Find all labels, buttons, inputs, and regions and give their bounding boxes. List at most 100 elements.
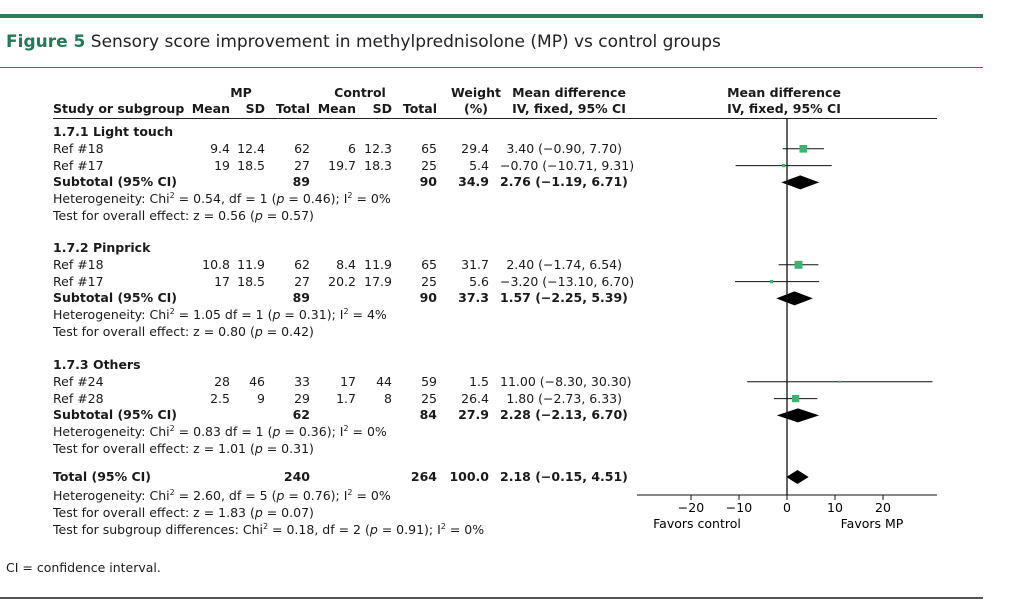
study-row-2-1-weight: 26.4 — [461, 390, 489, 406]
figure-title: Figure 5 Sensory score improvement in me… — [6, 32, 721, 52]
overall-effect-0-end: = 0.57) — [262, 208, 314, 223]
tick-label-0: −20 — [678, 500, 704, 515]
study-row-1-0-mp-total: 62 — [294, 256, 310, 272]
subtotal-0-md-text: 2.76 (−1.19, 6.71) — [500, 174, 628, 190]
tick-label-2: 0 — [783, 500, 791, 515]
heterogeneity-0-p: p — [276, 191, 285, 207]
study-row-1-0-mp-mean: 10.8 — [202, 256, 230, 272]
study-row-2-0-name: Ref #24 — [53, 373, 104, 389]
study-row-2-0-md-text: 11.00 (−8.30, 30.30) — [500, 373, 632, 389]
study-row-1-1-marker — [769, 279, 774, 284]
heterogeneity-1-pre: Heterogeneity: Chi — [53, 307, 170, 323]
total-heterogeneity-post: = 2.60, df = 5 ( — [174, 488, 277, 503]
study-row-1-1-name: Ref #17 — [53, 273, 104, 289]
heterogeneity-1-post: = 1.05 df = 1 ( — [174, 307, 273, 323]
heterogeneity-1-mid: = 0.31); I — [280, 307, 344, 323]
overall-effect-2: Test for overall effect: z = 1.01 (p = 0… — [53, 441, 314, 456]
study-row-1-0-marker — [794, 260, 803, 269]
heterogeneity-2-p: p — [272, 424, 281, 440]
study-row-1-1-mp-mean: 17 — [214, 273, 230, 289]
total-diamond — [786, 470, 809, 484]
overall-effect-0-pre: Test for overall effect: z = 0.56 ( — [53, 208, 255, 223]
study-row-2-0-mp-mean: 28 — [214, 373, 230, 389]
subgroup-differences-sup: 2 — [262, 521, 269, 531]
heterogeneity-0-post: = 0.54, df = 1 ( — [174, 191, 277, 207]
header-plot-sub: IV, fixed, 95% CI — [727, 101, 841, 116]
total-overall-effect-p: p — [254, 505, 263, 520]
study-row-1-0-c-total: 65 — [421, 256, 437, 272]
group-name-0: 1.7.1 Light touch — [53, 124, 174, 139]
study-row-2-1-marker — [792, 395, 800, 403]
study-row-2-0-mp-sd: 46 — [249, 373, 265, 389]
overall-effect-2-p: p — [254, 441, 263, 456]
overall-effect-0-p: p — [254, 208, 263, 223]
subgroup-differences-post: = 0.18, df = 2 ( — [268, 522, 370, 537]
heterogeneity-2-sup: 2 — [169, 424, 175, 434]
figure-caption: Sensory score improvement in methylpredn… — [90, 32, 721, 52]
study-row-1-0-md-text: 2.40 (−1.74, 6.54) — [506, 256, 622, 272]
bottom-rule — [0, 597, 983, 599]
study-row-1-1-md-text: −3.20 (−13.10, 6.70) — [500, 273, 635, 289]
subtotal-0-diamond — [781, 175, 820, 190]
tick-label-3: 10 — [827, 500, 843, 515]
study-row-1-0-c-sd: 11.9 — [364, 256, 392, 272]
study-row-0-1-c-sd: 18.3 — [364, 157, 392, 173]
study-row-1-0-weight: 31.7 — [461, 256, 489, 272]
header-c-mean: Mean — [317, 101, 356, 116]
subtotal-2-c-total: 84 — [419, 407, 437, 423]
total-heterogeneity-pre: Heterogeneity: Chi — [53, 488, 170, 503]
subtotal-0-weight: 34.9 — [458, 174, 489, 190]
total-heterogeneity-sup: 2 — [169, 487, 175, 497]
study-row-1-1-mp-sd: 18.5 — [237, 273, 265, 289]
subtotal-1-weight: 37.3 — [458, 290, 489, 306]
total-c-total: 264 — [410, 469, 437, 484]
total-heterogeneity-end: = 0% — [352, 488, 391, 503]
heterogeneity-0-end: = 0% — [352, 191, 391, 207]
header-mp: MP — [230, 85, 252, 100]
study-row-2-1-md-text: 1.80 (−2.73, 6.33) — [506, 390, 622, 406]
study-row-0-0-md-text: 3.40 (−0.90, 7.70) — [506, 140, 622, 156]
study-row-2-1-mp-sd: 9 — [257, 390, 265, 406]
total-overall-effect-end: = 0.07) — [262, 505, 314, 520]
study-row-0-1-c-total: 25 — [421, 157, 437, 173]
total-weight: 100.0 — [449, 469, 489, 484]
heterogeneity-2-pre: Heterogeneity: Chi — [53, 424, 170, 440]
overall-effect-1-pre: Test for overall effect: z = 0.80 ( — [53, 324, 255, 339]
header-mp-mean: Mean — [191, 101, 230, 116]
header-mp-sd: SD — [245, 101, 265, 116]
figure-label: Figure 5 — [6, 32, 86, 52]
study-row-0-1-mp-sd: 18.5 — [237, 157, 265, 173]
study-row-0-1-mp-total: 27 — [294, 157, 310, 173]
total-mp-total: 240 — [283, 469, 310, 484]
overall-effect-2-end: = 0.31) — [262, 441, 314, 456]
subtotal-1-c-total: 90 — [419, 290, 437, 306]
study-row-2-1-name: Ref #28 — [53, 390, 104, 406]
overall-effect-1: Test for overall effect: z = 0.80 (p = 0… — [53, 324, 314, 339]
study-row-1-1-c-total: 25 — [421, 273, 437, 289]
study-row-2-0-weight: 1.5 — [469, 373, 489, 389]
subgroup-differences-pre: Test for subgroup differences: Chi — [53, 522, 263, 537]
overall-effect-2-pre: Test for overall effect: z = 1.01 ( — [53, 441, 255, 456]
tick-label-1: −10 — [726, 500, 752, 515]
group-name-2: 1.7.3 Others — [53, 357, 141, 372]
subgroup-differences-sup2: 2 — [440, 521, 446, 531]
study-row-0-0-c-sd: 12.3 — [364, 140, 392, 156]
subtotal-2-md-text: 2.28 (−2.13, 6.70) — [500, 407, 628, 423]
heterogeneity-1-end: = 4% — [348, 307, 387, 323]
subgroup-differences: Test for subgroup differences: Chi2 = 0.… — [53, 522, 484, 537]
subtotal-0-mp-total: 89 — [292, 174, 310, 190]
study-row-2-0-mp-total: 33 — [294, 373, 310, 389]
heterogeneity-0: Heterogeneity: Chi2 = 0.54, df = 1 (p = … — [53, 191, 391, 206]
top-accent-bar — [0, 14, 983, 18]
total-heterogeneity-sup2: 2 — [347, 487, 353, 497]
header-md-sub: IV, fixed, 95% CI — [512, 101, 626, 116]
header-c-sd: SD — [372, 101, 392, 116]
subtotal-2-weight: 27.9 — [458, 407, 489, 423]
study-row-1-0-c-mean: 8.4 — [336, 256, 356, 272]
study-row-2-0-c-total: 59 — [421, 373, 437, 389]
heterogeneity-0-pre: Heterogeneity: Chi — [53, 191, 170, 207]
study-row-0-0-c-mean: 6 — [348, 140, 356, 156]
header-weight: Weight — [451, 85, 501, 100]
header-study: Study or subgroup — [53, 101, 185, 116]
